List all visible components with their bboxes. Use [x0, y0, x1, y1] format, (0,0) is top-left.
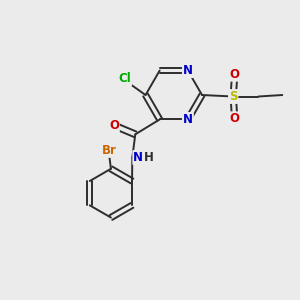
Text: O: O	[230, 112, 240, 125]
Text: Br: Br	[102, 144, 117, 157]
Text: N: N	[133, 151, 143, 164]
Text: N: N	[183, 113, 193, 126]
Text: N: N	[183, 64, 193, 77]
Text: O: O	[230, 68, 240, 81]
Text: S: S	[229, 90, 238, 103]
Text: Cl: Cl	[118, 72, 131, 85]
Text: O: O	[109, 119, 119, 132]
Text: H: H	[144, 151, 154, 164]
